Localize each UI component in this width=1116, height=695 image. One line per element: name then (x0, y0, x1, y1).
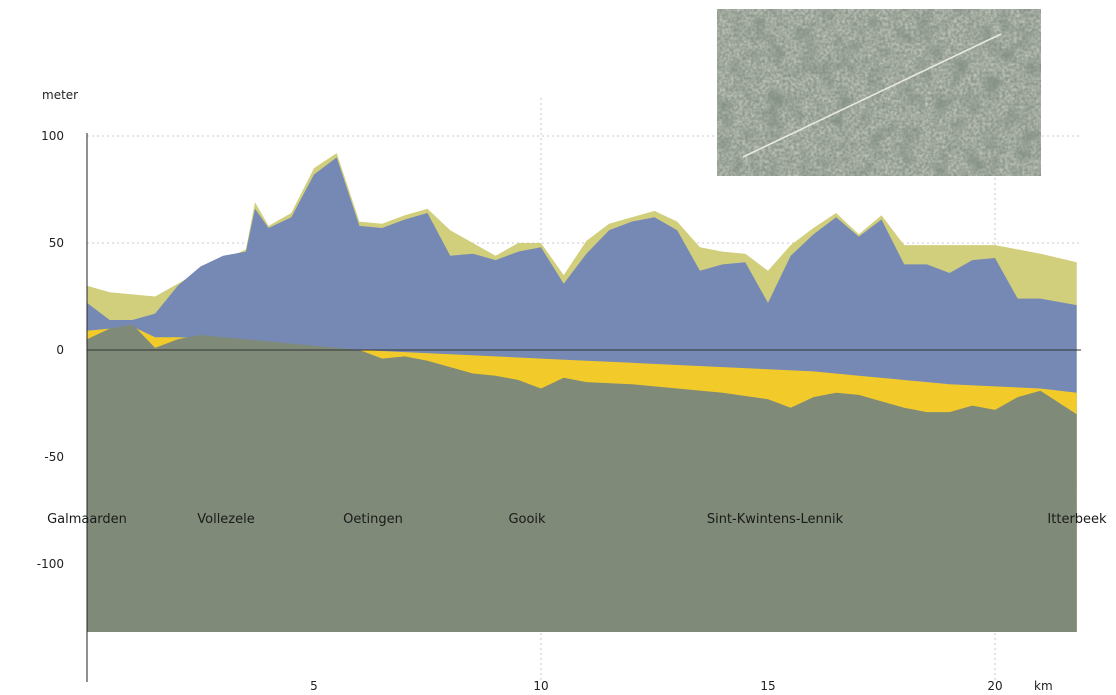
green-area (87, 324, 1077, 632)
area-layers (87, 153, 1077, 632)
place-label: Itterbeek (1047, 512, 1107, 527)
y-axis-label: meter (42, 88, 78, 102)
place-label: Gooik (508, 512, 546, 527)
route-track (742, 33, 1002, 158)
y-tick-label: -100 (37, 557, 64, 571)
place-label: Sint-Kwintens-Lennik (707, 512, 844, 527)
y-tick-label: 50 (49, 236, 64, 250)
x-tick-label: 20 (987, 679, 1002, 693)
x-tick-label: 5 (310, 679, 318, 693)
place-label: Vollezele (197, 512, 255, 527)
y-tick-labels: 100 50 0 -50 -100 (37, 129, 64, 571)
x-tick-label: 15 (760, 679, 775, 693)
y-tick-label: 0 (56, 343, 64, 357)
place-label: Oetingen (343, 512, 403, 527)
x-axis-unit: km (1034, 679, 1053, 693)
y-tick-label: 100 (41, 129, 64, 143)
place-label: Galmaarden (47, 512, 127, 527)
y-tick-label: -50 (44, 450, 64, 464)
aerial-photo-inset (717, 9, 1041, 176)
place-labels: Galmaarden Vollezele Oetingen Gooik Sint-Kwi… (47, 512, 1107, 527)
x-tick-labels: 5 10 15 20 (310, 679, 1002, 693)
axes (86, 133, 1081, 682)
x-tick-label: 10 (533, 679, 548, 693)
